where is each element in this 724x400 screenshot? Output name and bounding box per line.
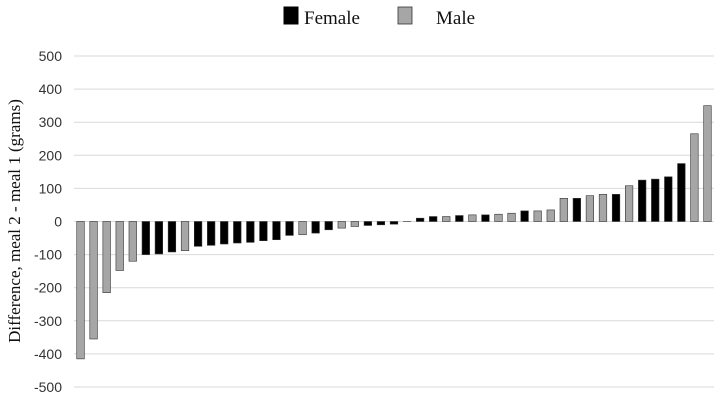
bar-male [703,105,712,222]
bar-male [546,209,555,222]
y-tick-label: 400 [39,81,63,97]
bar-female [193,221,203,247]
bar-female [233,221,242,244]
bar-male [507,212,516,222]
y-tick-label: -200 [34,280,62,296]
legend-swatch-female [283,6,299,25]
y-tick-label: 100 [39,180,63,196]
y-tick-label: -400 [34,346,62,362]
bar-male [89,221,98,340]
bar-female [167,221,177,253]
legend-swatch-male [397,6,413,25]
y-tick-label: 200 [39,147,63,163]
y-tick-label: -500 [34,379,62,395]
legend-label-male: Male [436,8,475,29]
bar-female [324,221,333,231]
bar-female [363,221,372,226]
bar-male [337,221,346,229]
bars [76,105,712,360]
bar-male [115,221,124,271]
bar-male [298,221,307,236]
y-tick-label: 0 [54,214,62,230]
y-tick-label: 300 [39,114,63,130]
bar-male [102,221,111,293]
bar-male [559,198,568,222]
bar-female [520,210,529,222]
y-tick-label: 500 [39,48,63,64]
bar-female [285,221,294,236]
bar-female [677,163,686,222]
bar-female [246,221,255,243]
bar-female [272,221,281,241]
bar-female [481,214,490,222]
bar-female [611,194,621,222]
bar-female [311,221,320,234]
bar-female [664,176,673,222]
bar-male [180,221,190,251]
bar-female [572,198,581,222]
bar-female [220,221,229,245]
bar-male [625,185,634,222]
bar-female [376,221,386,226]
bar-female [259,221,268,242]
bar-female [154,221,163,255]
bar-male [494,213,503,222]
bar-female [389,221,399,225]
bar-female [638,179,647,222]
bar-male [350,221,359,227]
y-tick-label: -100 [34,247,62,263]
y-tick-label: -300 [34,313,62,329]
bar-male [533,210,542,222]
bar-male [598,194,608,222]
bar-male [442,216,451,222]
bar-female [416,217,425,222]
y-axis-title: Difference, meal 2 - meal 1 (grams) [5,99,24,343]
bar-male [128,221,137,262]
bar-female [429,216,438,222]
bar-male [76,221,85,360]
legend: Female Male [283,6,475,29]
bar-female [141,221,150,255]
bar-male [690,133,699,222]
bar-male [585,195,595,222]
legend-label-female: Female [304,8,360,29]
bar-female [207,221,216,246]
y-tick-labels: 500 400 300 200 100 0 -100 -200 -300 -400 -500 [34,48,62,395]
bar-male [468,214,477,222]
bar-female [651,178,660,222]
bar-female [455,215,464,222]
